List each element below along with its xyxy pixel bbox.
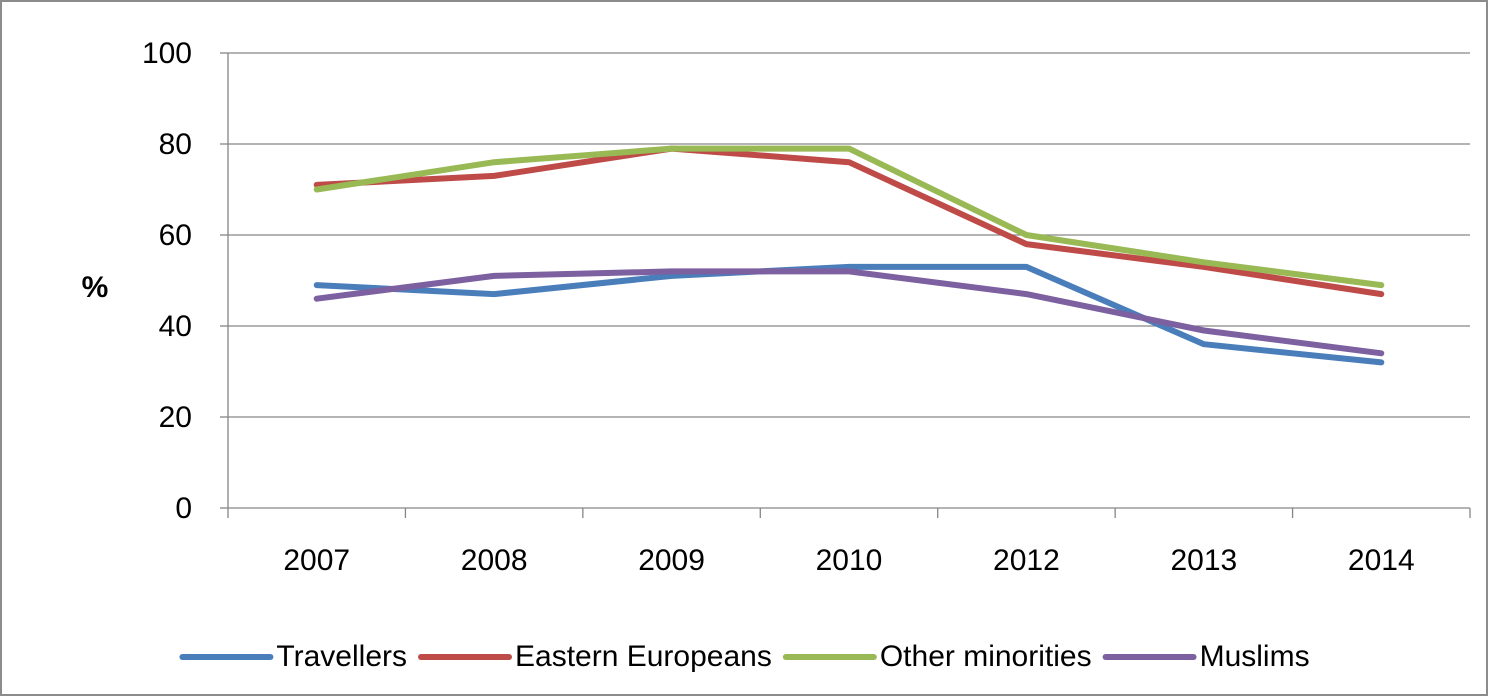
y-tick-label: 100 xyxy=(142,37,192,70)
series-line-muslims xyxy=(313,268,1385,357)
series-line-travellers xyxy=(313,263,1385,366)
legend-label-travellers: Travellers xyxy=(276,640,407,673)
x-tick-label: 2010 xyxy=(816,544,883,577)
legend-label-muslims: Muslims xyxy=(1200,640,1310,673)
series-line-eastern-europeans xyxy=(313,145,1385,298)
y-tick-label: 0 xyxy=(175,492,192,525)
x-tick-label: 2008 xyxy=(461,544,528,577)
series-lines xyxy=(313,145,1385,366)
x-tick-label: 2012 xyxy=(993,544,1060,577)
series-line-other-minorities xyxy=(313,145,1385,289)
x-tick-label: 2014 xyxy=(1348,544,1415,577)
y-axis-label: % xyxy=(82,271,109,304)
gridlines xyxy=(228,52,1470,418)
axes: 0 20 40 60 80 100 2007 2008 2009 2010 2012 2013 2014… xyxy=(82,37,1471,577)
legend-label-eastern-europeans: Eastern Europeans xyxy=(515,640,772,673)
x-tick-label: 2007 xyxy=(283,544,350,577)
x-tick-label: 2013 xyxy=(1170,544,1237,577)
legend: Travellers Eastern Europeans Other minorit… xyxy=(179,640,1310,673)
y-tick-label: 60 xyxy=(159,219,192,252)
y-tick-label: 40 xyxy=(159,310,192,343)
x-tick-label: 2009 xyxy=(638,544,705,577)
y-tick-label: 20 xyxy=(159,401,192,434)
legend-label-other-minorities: Other minorities xyxy=(880,640,1092,673)
y-tick-label: 80 xyxy=(159,128,192,161)
